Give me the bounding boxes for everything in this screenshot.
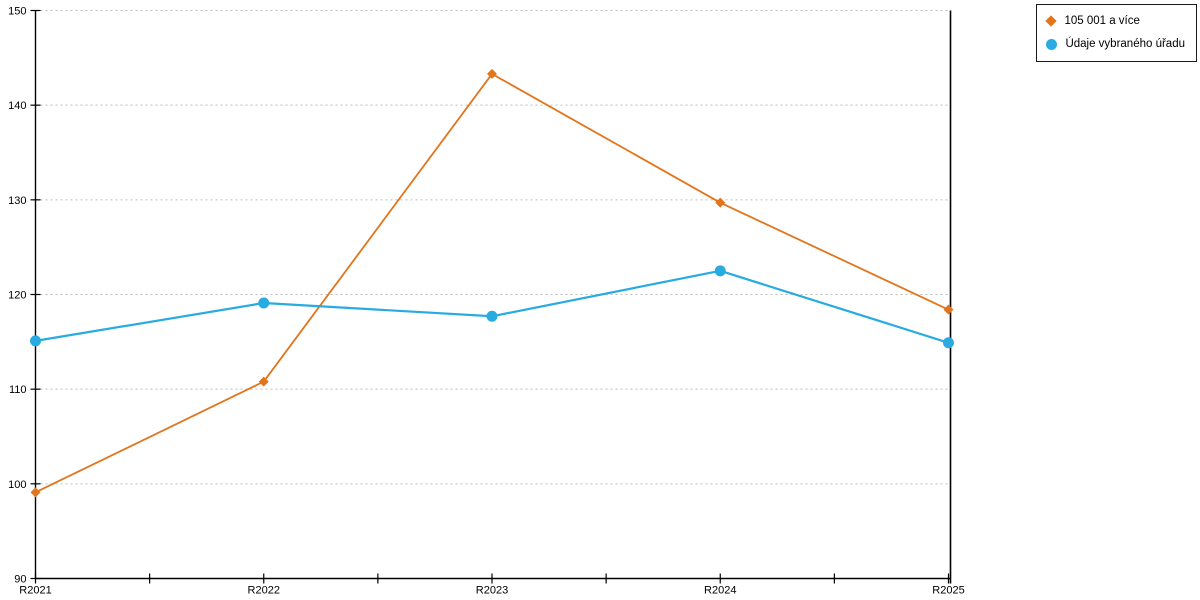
series-line-0 bbox=[35, 73, 949, 494]
data-point-diamond bbox=[258, 376, 269, 387]
y-tick-label: 90 bbox=[14, 574, 26, 586]
data-point-diamond bbox=[487, 68, 497, 79]
x-tick-label: R2024 bbox=[704, 585, 736, 597]
legend: 105 001 a více Údaje vybraného úřadu bbox=[1036, 4, 1197, 62]
y-tick-label: 140 bbox=[8, 100, 26, 112]
data-point-diamond bbox=[715, 197, 726, 208]
x-tick-label: R2022 bbox=[248, 585, 280, 597]
data-point-circle bbox=[258, 297, 270, 309]
data-point-circle bbox=[486, 310, 498, 322]
data-point-diamond bbox=[30, 487, 41, 498]
y-tick-label: 150 bbox=[8, 6, 26, 18]
data-point-circle bbox=[943, 337, 954, 349]
legend-item-105-001-a-vice: 105 001 a více bbox=[1045, 14, 1185, 28]
x-tick-label: R2021 bbox=[19, 585, 51, 597]
y-tick-label: 130 bbox=[8, 195, 26, 207]
y-tick-label: 110 bbox=[9, 384, 27, 396]
data-point-circle bbox=[714, 265, 726, 277]
legend-label: Údaje vybraného úřadu bbox=[1065, 38, 1185, 50]
x-tick-label: R2025 bbox=[932, 585, 964, 597]
series-line-1 bbox=[35, 269, 949, 344]
x-tick-label: R2023 bbox=[476, 585, 508, 597]
data-point-circle bbox=[30, 335, 41, 347]
diamond-marker-icon bbox=[1045, 15, 1058, 27]
legend-item-udaje-vybraneho-uradu: Údaje vybraného úřadu bbox=[1046, 37, 1185, 51]
circle-marker-icon bbox=[1046, 38, 1058, 50]
data-point-diamond bbox=[943, 304, 954, 315]
y-tick-label: 120 bbox=[8, 290, 26, 302]
legend-label: 105 001 a více bbox=[1064, 15, 1140, 27]
y-tick-label: 100 bbox=[8, 479, 26, 491]
